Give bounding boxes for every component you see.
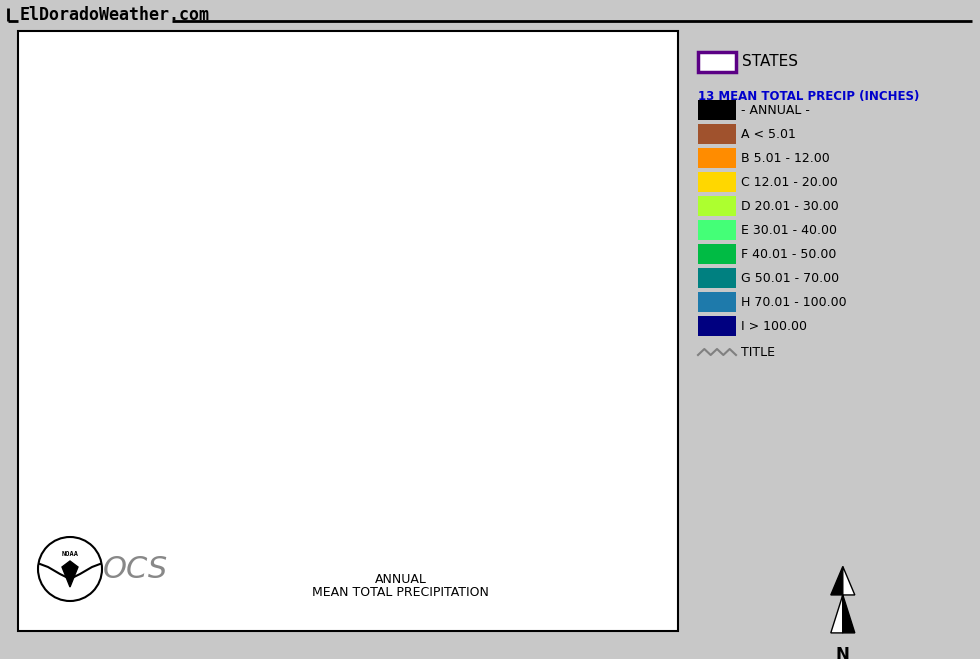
Text: STATES: STATES <box>742 55 798 69</box>
Bar <box>698 148 736 168</box>
Bar <box>698 196 736 216</box>
Bar <box>698 124 736 144</box>
Bar <box>698 316 736 336</box>
Bar <box>698 268 736 288</box>
Text: C 12.01 - 20.00: C 12.01 - 20.00 <box>741 175 838 188</box>
Bar <box>698 244 736 264</box>
Text: F 40.01 - 50.00: F 40.01 - 50.00 <box>741 248 836 260</box>
Text: B 5.01 - 12.00: B 5.01 - 12.00 <box>741 152 830 165</box>
Polygon shape <box>831 567 843 595</box>
Polygon shape <box>62 561 78 587</box>
Polygon shape <box>843 595 855 633</box>
Bar <box>18 31 678 631</box>
Text: 13 MEAN TOTAL PRECIP (INCHES): 13 MEAN TOTAL PRECIP (INCHES) <box>698 90 919 103</box>
Text: D 20.01 - 30.00: D 20.01 - 30.00 <box>741 200 839 212</box>
Bar <box>698 52 736 72</box>
Text: TITLE: TITLE <box>741 345 775 358</box>
Text: H 70.01 - 100.00: H 70.01 - 100.00 <box>741 295 847 308</box>
Bar <box>698 172 736 192</box>
Text: N: N <box>836 646 850 659</box>
Text: MEAN TOTAL PRECIPITATION: MEAN TOTAL PRECIPITATION <box>313 586 489 599</box>
Text: I > 100.00: I > 100.00 <box>741 320 807 333</box>
Bar <box>698 292 736 312</box>
Text: G 50.01 - 70.00: G 50.01 - 70.00 <box>741 272 839 285</box>
Text: NOAA: NOAA <box>62 551 78 557</box>
Text: - ANNUAL -: - ANNUAL - <box>741 103 809 117</box>
Polygon shape <box>843 567 855 595</box>
Text: A < 5.01: A < 5.01 <box>741 127 796 140</box>
Text: OCS: OCS <box>102 554 168 583</box>
Text: ANNUAL: ANNUAL <box>375 573 426 586</box>
Text: ElDoradoWeather.com: ElDoradoWeather.com <box>20 6 210 24</box>
Bar <box>698 100 736 120</box>
Bar <box>698 220 736 240</box>
Polygon shape <box>831 595 843 633</box>
Text: E 30.01 - 40.00: E 30.01 - 40.00 <box>741 223 837 237</box>
